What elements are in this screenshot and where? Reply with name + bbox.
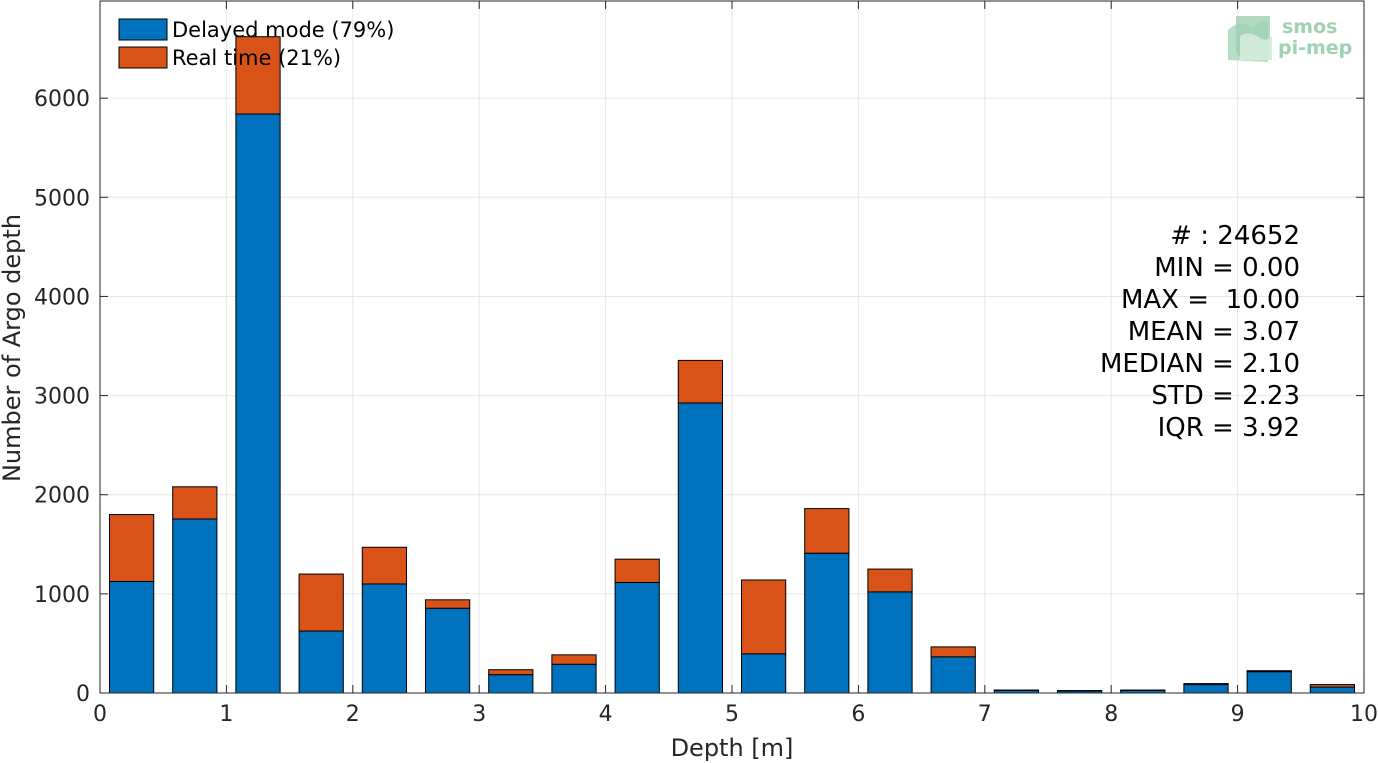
stat-median: MEDIAN = 2.10 [1100, 349, 1300, 379]
bar-delayed-mode [614, 581, 660, 694]
bar-real-time [298, 573, 344, 632]
bar-delayed-mode [551, 663, 597, 694]
bar-real-time [804, 508, 850, 554]
bar-delayed-mode [108, 580, 155, 694]
legend-label-real-time: Real time (21%) [172, 46, 341, 70]
stat-max: MAX = 10.00 [1121, 285, 1300, 315]
bar-delayed-mode [235, 113, 281, 694]
y-tick-label: 2000 [34, 484, 90, 509]
stat-count: # : 24652 [1170, 221, 1300, 251]
bar-delayed-mode [1183, 684, 1229, 694]
bar-delayed-mode [677, 402, 724, 694]
x-tick-label: 8 [1104, 702, 1118, 727]
x-tick-label: 5 [725, 702, 739, 727]
bar-delayed-mode [867, 591, 913, 694]
bar-real-time [614, 558, 660, 583]
bar-delayed-mode [804, 552, 850, 694]
y-tick-label: 1000 [34, 583, 90, 608]
bar-delayed-mode [424, 607, 471, 694]
bar-delayed-mode [361, 583, 408, 694]
x-tick-label: 7 [978, 702, 992, 727]
x-tick-label: 9 [1231, 702, 1245, 727]
y-axis-title: Number of Argo depth [0, 214, 26, 482]
x-tick-label: 3 [472, 702, 486, 727]
x-tick-label: 6 [851, 702, 865, 727]
bar-delayed-mode [298, 630, 344, 694]
logo-text-line2: pi-mep [1278, 37, 1352, 59]
bar-real-time [867, 568, 913, 593]
logo-waves-icon [1228, 16, 1272, 62]
x-tick-label: 4 [599, 702, 613, 727]
bar-real-time [1309, 684, 1356, 688]
stat-mean: MEAN = 3.07 [1128, 317, 1300, 347]
x-tick-label: 2 [346, 702, 360, 727]
stat-std: STD = 2.23 [1151, 381, 1300, 411]
bar-delayed-mode [172, 518, 218, 694]
stat-min: MIN = 0.00 [1154, 253, 1300, 283]
bar-real-time [488, 669, 534, 676]
bar-real-time [361, 546, 408, 585]
statistics-box: # : 24652 MIN = 0.00 MAX = 10.00 MEAN = … [1100, 221, 1300, 443]
bar-real-time [930, 646, 976, 658]
y-tick-label: 5000 [34, 186, 90, 211]
legend-swatch-delayed-mode [118, 18, 168, 41]
x-tick-label: 0 [93, 702, 107, 727]
bar-real-time [551, 654, 597, 665]
y-axis: 0 1000 2000 3000 4000 5000 6000 [34, 87, 1364, 707]
legend: Delayed mode (79%) Real time (21%) [118, 18, 394, 70]
bar-delayed-mode [488, 674, 534, 694]
grid [100, 1, 1364, 693]
smos-pi-mep-logo: smos pi-mep [1228, 16, 1352, 62]
bar-real-time [172, 486, 218, 520]
bar-delayed-mode [930, 656, 976, 694]
bar-delayed-mode [740, 653, 787, 694]
bar-real-time [740, 579, 787, 655]
x-tick-label: 1 [219, 702, 233, 727]
legend-label-delayed-mode: Delayed mode (79%) [172, 18, 394, 42]
x-axis-title: Depth [m] [671, 734, 794, 762]
x-tick-label: 10 [1350, 702, 1378, 727]
y-tick-label: 4000 [34, 285, 90, 310]
bar-real-time [235, 36, 281, 115]
y-tick-label: 3000 [34, 385, 90, 410]
bar-delayed-mode [1309, 686, 1356, 694]
bar-real-time [1183, 683, 1229, 686]
bar-delayed-mode [1246, 671, 1292, 694]
bar-real-time [108, 514, 155, 582]
x-axis: 0 1 2 3 4 5 6 7 8 9 10 [93, 1, 1378, 727]
y-tick-label: 0 [76, 682, 90, 707]
bars [108, 36, 1356, 694]
bar-real-time [424, 599, 471, 609]
logo-text-line1: smos [1282, 16, 1337, 38]
legend-swatch-real-time [118, 46, 168, 69]
bar-real-time [677, 359, 724, 404]
y-tick-label: 6000 [34, 87, 90, 112]
stat-iqr: IQR = 3.92 [1158, 413, 1300, 443]
bar-real-time [1246, 670, 1292, 673]
